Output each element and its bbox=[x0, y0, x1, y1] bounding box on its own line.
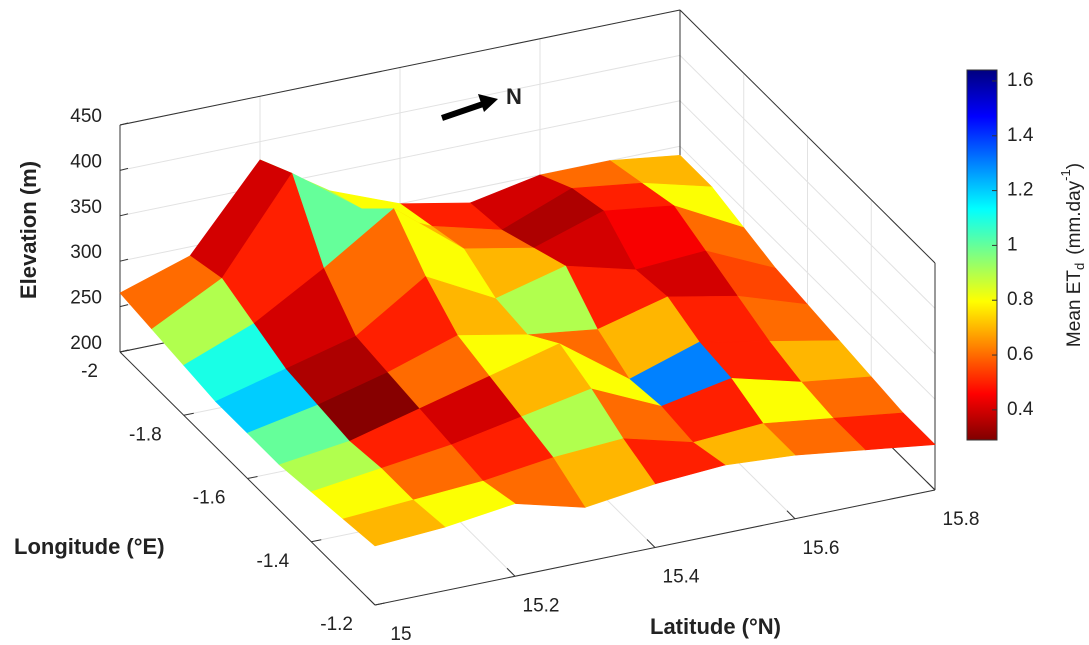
colorbar-label: Mean ETd (mm.day-1) bbox=[1058, 163, 1087, 347]
colorbar-label-sup: -1 bbox=[1058, 169, 1073, 181]
colorbar-tick-label: 0.6 bbox=[1007, 344, 1033, 365]
tick-mark bbox=[119, 258, 129, 262]
tick-mark bbox=[119, 122, 129, 126]
colorbar-label-part: (mm.day bbox=[1064, 180, 1085, 254]
tick-mark bbox=[183, 412, 194, 416]
colorbar-label-part: ) bbox=[1064, 163, 1085, 169]
colorbar-tick-label: 1 bbox=[1007, 234, 1018, 255]
z-tick-label: 350 bbox=[70, 197, 102, 218]
x-tick-label: -1.4 bbox=[257, 551, 290, 572]
tick-mark bbox=[311, 539, 322, 543]
x-tick-label: -2 bbox=[81, 361, 98, 382]
surface-cell bbox=[342, 499, 446, 547]
tick-mark bbox=[119, 213, 129, 217]
x-tick-label: -1.6 bbox=[193, 488, 226, 509]
tick-mark bbox=[786, 510, 796, 520]
colorbar bbox=[966, 69, 998, 441]
box-edge bbox=[119, 9, 681, 126]
y-tick-label: 15 bbox=[390, 624, 411, 645]
tick-mark bbox=[119, 167, 129, 171]
z-tick-label: 450 bbox=[70, 106, 102, 127]
box-edge bbox=[679, 9, 936, 264]
colorbar-label-sub: d bbox=[1072, 263, 1087, 270]
y-tick-label: 15.4 bbox=[663, 567, 700, 588]
tick-mark bbox=[119, 304, 129, 308]
z-tick-label: 250 bbox=[70, 288, 102, 309]
tick-mark bbox=[366, 596, 376, 606]
colorbar-label-part: Mean ET bbox=[1064, 270, 1085, 347]
z-tick-label: 400 bbox=[70, 151, 102, 172]
colorbar-tick-label: 0.4 bbox=[1007, 399, 1034, 420]
y-tick-label: 15.6 bbox=[803, 538, 840, 559]
colorbar-tick-label: 0.8 bbox=[1007, 289, 1033, 310]
tick-mark bbox=[247, 476, 258, 479]
x-axis-label: Longitude (°E) bbox=[14, 534, 165, 559]
y-tick-label: 15.8 bbox=[943, 509, 980, 530]
colorbar-tick-label: 1.4 bbox=[1007, 125, 1034, 146]
tick-mark bbox=[506, 567, 516, 577]
tick-mark bbox=[926, 481, 936, 491]
x-tick-label: -1.8 bbox=[129, 424, 162, 445]
colorbar-tick-label: 1.2 bbox=[1007, 180, 1033, 201]
colorbar-tick-label: 1.6 bbox=[1007, 70, 1033, 91]
north-arrow bbox=[441, 94, 498, 121]
tick-mark bbox=[119, 349, 129, 353]
tick-mark bbox=[646, 539, 656, 548]
annotation: N bbox=[506, 84, 522, 109]
y-tick-label: 15.2 bbox=[523, 595, 560, 616]
z-tick-label: 300 bbox=[70, 242, 102, 263]
y-axis-label: Latitude (°N) bbox=[650, 614, 781, 639]
z-tick-label: 200 bbox=[70, 333, 102, 354]
x-tick-label: -1.2 bbox=[320, 614, 353, 635]
z-axis-label: Elevation (m) bbox=[16, 161, 41, 299]
tick-mark bbox=[374, 602, 386, 606]
